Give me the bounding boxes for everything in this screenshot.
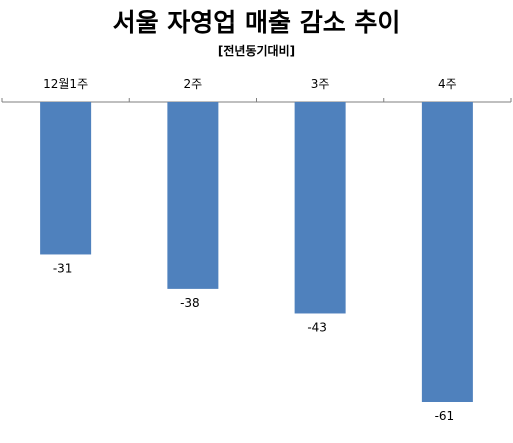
data-label: -31 <box>53 261 73 275</box>
bar <box>40 102 92 255</box>
bar <box>294 102 346 314</box>
data-label: -61 <box>435 409 455 423</box>
data-label: -43 <box>307 320 327 334</box>
bar <box>421 102 473 402</box>
category-label: 4주 <box>438 77 457 91</box>
category-label: 12월1주 <box>43 77 88 91</box>
chart-title: 서울 자영업 매출 감소 추이 <box>112 8 401 37</box>
category-label: 2주 <box>184 77 203 91</box>
bar <box>167 102 219 289</box>
chart-subtitle: [전년동기대비] <box>217 44 296 58</box>
data-label: -38 <box>180 296 200 310</box>
category-label: 3주 <box>311 77 330 91</box>
